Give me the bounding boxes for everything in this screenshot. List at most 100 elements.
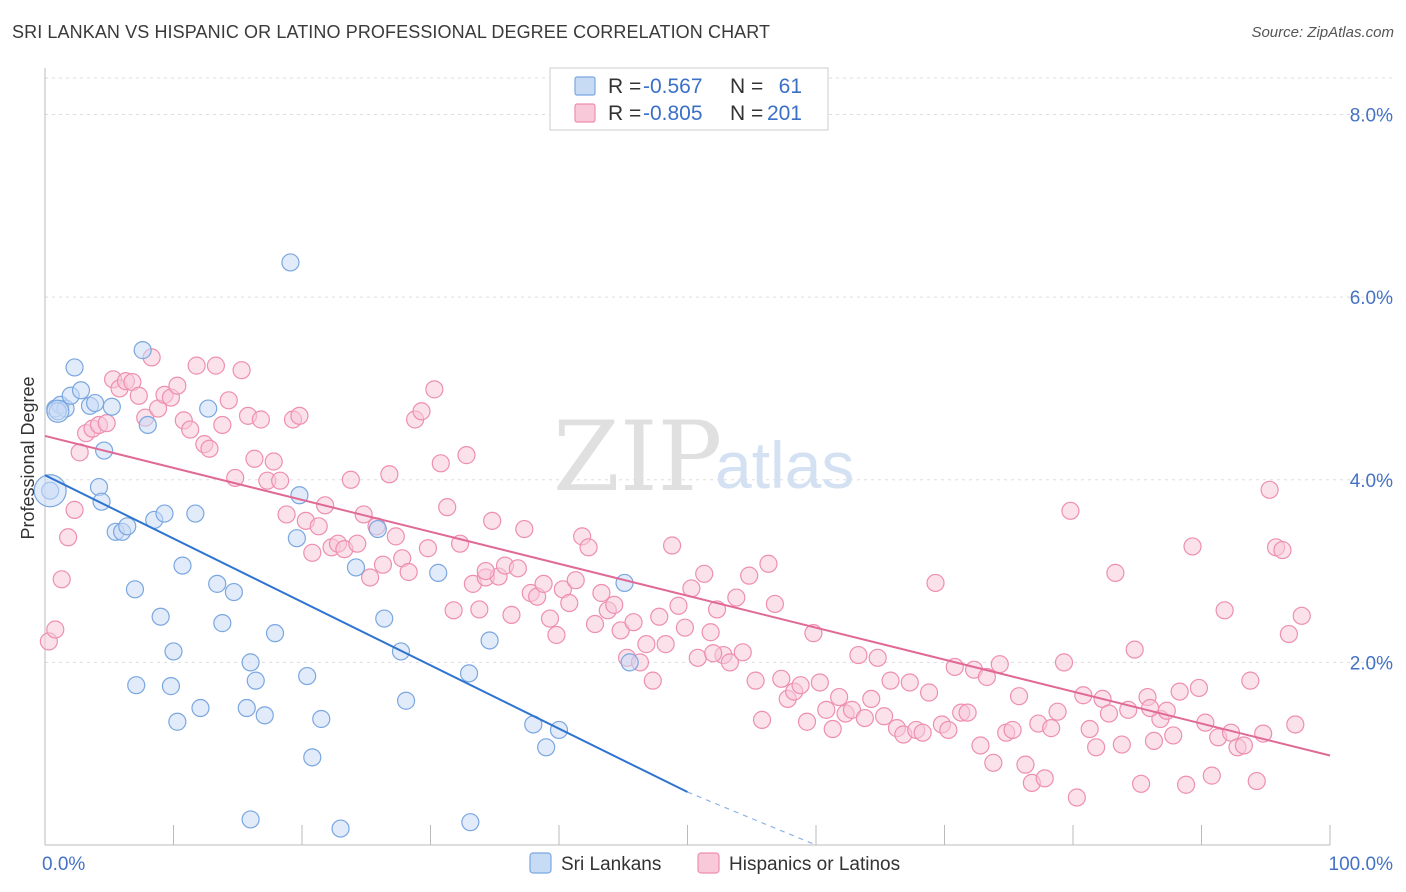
legend-swatch-sri-lankans (574, 76, 596, 96)
hispanic-point-56 (399, 562, 418, 582)
sri-lankan-point-49 (459, 664, 479, 683)
axes (44, 68, 1331, 846)
x-tick-labels: 0.0% 100.0% (42, 854, 1393, 875)
y-tick-label-3: 8.0% (1350, 106, 1393, 127)
hispanic-point-54 (386, 527, 405, 546)
hispanic-point-97 (662, 536, 682, 555)
legend-r-value-1: -0.805 (643, 102, 703, 125)
hispanic-point-162 (1080, 719, 1099, 739)
watermark: ZIP atlas (553, 401, 854, 513)
sri-lankan-point-47 (396, 691, 416, 710)
hispanic-point-167 (1112, 735, 1131, 754)
hispanic-point-79 (547, 625, 566, 645)
hispanic-point-73 (508, 559, 527, 578)
hispanic-point-163 (1087, 738, 1106, 757)
hispanic-point-1 (46, 620, 65, 639)
hispanic-point-95 (650, 607, 669, 626)
sri-lankan-point-33 (246, 671, 265, 690)
hispanic-point-134 (900, 673, 919, 692)
watermark-zip: ZIP (553, 401, 722, 513)
hispanic-point-3 (59, 528, 78, 547)
hispanic-point-62 (438, 498, 457, 517)
hispanic-point-130 (875, 707, 894, 726)
hispanic-point-187 (1241, 671, 1260, 690)
hispanic-point-2 (52, 570, 71, 589)
source-credit: Source: ZipAtlas.com (1251, 24, 1394, 41)
sri-lankan-point-45 (375, 609, 394, 628)
hispanic-point-159 (1061, 501, 1080, 520)
hispanic-point-108 (733, 643, 752, 662)
hispanic-point-137 (919, 683, 939, 702)
hispanic-point-113 (765, 594, 784, 614)
sri-lankan-point-48 (429, 563, 448, 582)
hispanic-point-65 (457, 446, 476, 465)
sri-lankan-point-17 (133, 341, 152, 360)
sri-lankan-point-39 (298, 666, 317, 686)
hispanic-point-183 (1215, 601, 1234, 620)
hispanic-point-195 (1292, 606, 1311, 625)
hispanic-points (39, 348, 1311, 807)
hispanic-point-181 (1202, 766, 1221, 785)
hispanic-point-128 (862, 689, 881, 709)
hispanic-point-123 (830, 687, 849, 707)
hispanic-point-28 (219, 391, 238, 410)
sri-lankan-point-60 (155, 504, 174, 523)
sri-lankan-point-51 (480, 631, 499, 650)
hispanic-point-93 (637, 635, 656, 654)
hispanic-point-110 (746, 671, 765, 690)
hispanic-point-190 (1260, 480, 1279, 499)
series-legend-label-sri-lankans: Sri Lankans (561, 854, 661, 875)
hispanic-point-72 (502, 605, 521, 625)
hispanic-point-146 (977, 667, 997, 687)
hispanic-point-114 (772, 669, 791, 688)
hispanic-point-77 (534, 574, 553, 593)
hispanic-point-117 (791, 676, 810, 695)
hispanic-point-36 (271, 471, 290, 490)
hispanic-point-20 (168, 376, 187, 395)
legend-box (549, 67, 829, 131)
hispanic-point-69 (483, 511, 502, 530)
hispanic-point-165 (1099, 704, 1119, 723)
legend-n-value-0: 61 (779, 75, 802, 98)
sri-lankan-point-31 (237, 698, 256, 718)
hispanic-point-192 (1273, 540, 1292, 560)
y-axis-label: Professional Degree (18, 376, 38, 539)
hispanic-point-131 (881, 671, 900, 690)
hispanic-point-196 (476, 561, 495, 581)
sri-lankan-point-12 (102, 397, 121, 416)
hispanic-point-9 (97, 414, 116, 433)
hispanic-point-172 (1144, 731, 1164, 751)
hispanic-point-102 (695, 564, 714, 583)
hispanic-point-143 (958, 703, 977, 722)
hispanic-point-63 (444, 601, 463, 620)
hispanic-point-120 (810, 673, 829, 692)
series-legend: Sri Lankans Hispanics or Latinos (529, 852, 900, 875)
hispanic-point-194 (1286, 715, 1305, 734)
hispanic-point-198 (1140, 698, 1160, 718)
hispanic-point-98 (669, 596, 688, 615)
x-tick-label-1: 100.0% (1329, 854, 1394, 875)
hispanic-point-179 (1189, 678, 1209, 698)
sri-lankan-point-29 (213, 614, 232, 633)
series-legend-swatch-hispanics (697, 852, 720, 874)
sri-lankan-point-25 (186, 504, 205, 523)
hispanic-point-23 (187, 356, 206, 375)
sri-lankan-point-40 (303, 748, 322, 767)
hispanic-point-50 (361, 568, 380, 587)
sri-lankan-point-5 (65, 358, 84, 377)
legend-n-label-0: N = (730, 75, 763, 98)
hispanic-point-111 (752, 710, 772, 730)
sri-lankan-point-56 (620, 653, 639, 672)
sri-lankan-point-35 (265, 624, 285, 643)
hispanic-point-52 (373, 555, 393, 574)
hispanic-point-74 (515, 519, 534, 539)
hispanic-point-107 (727, 588, 746, 607)
sri-lankan-point-8 (86, 393, 105, 413)
hispanic-point-42 (309, 517, 328, 536)
hispanic-point-61 (431, 454, 450, 473)
hispanic-point-59 (418, 539, 438, 558)
hispanic-point-136 (913, 723, 932, 742)
hispanic-point-47 (341, 470, 360, 489)
hispanic-point-193 (1279, 624, 1298, 644)
hispanic-point-106 (720, 653, 740, 672)
